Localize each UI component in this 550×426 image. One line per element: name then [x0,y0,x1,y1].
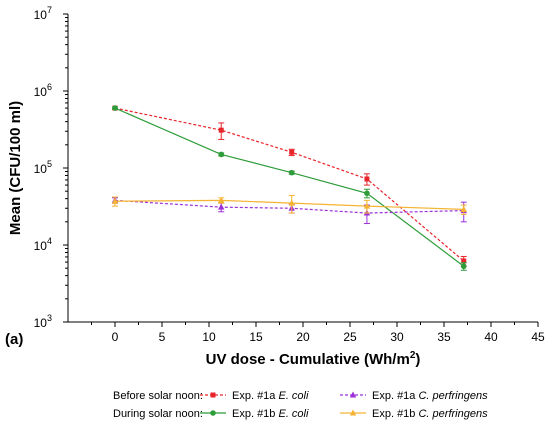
x-axis-title: UV dose - Cumulative (Wh/m2) [206,350,421,368]
x-tick-label: 20 [296,330,310,344]
data-point [288,199,295,206]
y-tick-label: 107 [34,5,52,22]
data-point [289,149,295,155]
data-point [460,263,467,270]
legend-swatch-marker [349,409,357,416]
axes: 0 5 10 15 20 25 30 35 40 45 103 104 105 106 107 [34,5,545,344]
x-tick-label: 0 [112,330,119,344]
data-point [218,151,225,158]
x-tick-label: 35 [437,330,451,344]
legend-swatch-marker [210,392,216,398]
legend-entry: Exp. #1a E. coli [232,390,309,402]
legend-entry: Exp. #1b E. coli [232,408,309,420]
x-axis-title-main: UV dose - Cumulative (Wh/m [206,351,410,368]
x-tick-label: 25 [343,330,357,344]
data-point [461,258,467,264]
data-point [460,205,467,212]
y-tick-label: 106 [34,82,52,99]
x-axis-title-sup: 2 [410,350,416,361]
x-tick-label: 5 [159,330,166,344]
series-line [114,107,465,267]
legend-entry: Exp. #1a C. perfringens [372,390,488,402]
series-line [114,199,464,214]
legend-swatch-marker [349,391,357,398]
legend-group-label: During solar noon: [113,408,203,420]
y-tick-label: 105 [34,159,52,176]
x-tick-label: 45 [531,330,545,344]
series-3 [111,194,467,215]
legend-swatch-marker [210,410,216,416]
legend-entry: Exp. #1b C. perfringens [372,408,488,420]
panel-label: (a) [5,331,23,348]
x-tick-label: 30 [390,330,404,344]
data-point [363,202,371,209]
data-point [218,203,225,210]
y-tick-label: 103 [34,313,52,330]
legend-group-label: Before solar noon: [113,390,203,402]
x-tick-label: 40 [484,330,498,344]
x-tick-label: 10 [202,330,216,344]
data-point [112,105,118,111]
data-point [364,190,370,197]
data-point [364,176,370,182]
series-layer [111,105,467,271]
data-point [218,127,224,133]
x-tick-label: 15 [249,330,263,344]
legend: Before solar noon: Exp. #1a E. coli Exp. #… [113,390,488,420]
y-axis-title: Mean (CFU/100 ml) [7,101,24,235]
data-point [111,197,119,204]
data-point [218,196,225,203]
series-1 [112,105,467,271]
data-point [288,169,295,176]
x-axis-title-end: ) [415,351,420,368]
y-tick-label: 104 [34,236,52,253]
